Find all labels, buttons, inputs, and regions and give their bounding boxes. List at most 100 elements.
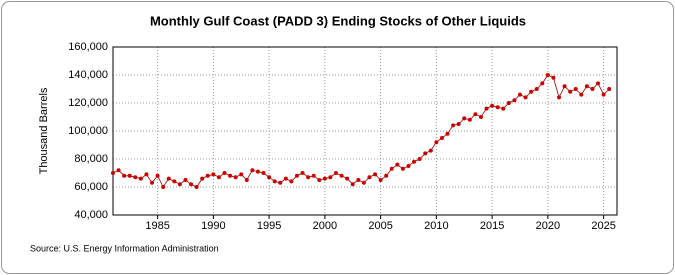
data-point	[428, 148, 433, 153]
data-point	[111, 171, 115, 175]
data-point	[590, 87, 595, 91]
data-point	[462, 116, 467, 121]
data-point	[127, 173, 132, 178]
data-point	[211, 172, 216, 177]
x-tick-label: 2025	[591, 220, 615, 232]
data-point	[568, 89, 573, 94]
data-point	[451, 123, 456, 128]
data-point	[395, 162, 400, 167]
data-point	[255, 169, 260, 174]
data-point	[166, 176, 171, 181]
data-point	[334, 171, 339, 175]
data-point	[183, 178, 188, 182]
data-point	[584, 84, 589, 89]
data-point	[384, 173, 389, 178]
data-point	[116, 168, 121, 173]
plot-border	[112, 46, 618, 216]
y-tick-label: 140,000	[68, 69, 108, 81]
y-axis-label: Thousand Barrels	[38, 87, 50, 174]
data-point	[294, 173, 299, 178]
y-tick-label: 40,000	[74, 209, 108, 221]
data-point	[506, 101, 511, 105]
data-point	[378, 178, 383, 182]
data-point	[194, 185, 199, 189]
y-tick-label: 120,000	[68, 97, 108, 109]
data-point	[434, 140, 439, 145]
data-point	[144, 172, 149, 177]
data-point	[540, 81, 545, 86]
source: Source: U.S. Energy Information Administ…	[30, 243, 219, 253]
x-tick-label: 1985	[145, 220, 169, 232]
data-point	[445, 131, 450, 136]
data-point	[484, 106, 489, 111]
data-point	[138, 176, 143, 181]
data-point	[283, 176, 288, 181]
data-point	[222, 171, 227, 175]
data-point	[373, 172, 378, 177]
data-point	[456, 122, 461, 126]
data-point	[177, 182, 182, 187]
data-point	[490, 103, 495, 108]
data-point	[423, 151, 428, 156]
data-point	[205, 173, 210, 178]
data-point	[306, 175, 311, 180]
x-tick-label: 1995	[257, 220, 281, 232]
data-point	[161, 185, 166, 189]
data-point	[534, 87, 539, 91]
data-point	[356, 178, 361, 182]
data-point	[473, 112, 478, 117]
data-point	[529, 89, 534, 94]
data-point	[289, 179, 294, 184]
data-point	[350, 182, 355, 187]
x-tick-label: 2005	[368, 220, 392, 232]
data-point	[250, 168, 255, 173]
data-point	[545, 73, 550, 77]
data-point	[562, 84, 567, 89]
data-point	[345, 176, 350, 181]
data-point	[607, 87, 612, 91]
data-point	[467, 117, 472, 122]
data-point	[478, 115, 483, 119]
data-point	[557, 95, 562, 100]
data-point	[267, 175, 272, 180]
data-point	[155, 173, 160, 178]
data-point	[417, 157, 422, 161]
data-point	[239, 172, 244, 177]
data-point	[261, 171, 266, 175]
data-point	[228, 173, 233, 178]
data-point	[317, 178, 322, 182]
data-point	[200, 176, 205, 181]
data-point	[361, 180, 366, 185]
x-tick-label: 2000	[313, 220, 337, 232]
data-point	[300, 171, 305, 175]
x-tick-label: 2010	[424, 220, 448, 232]
data-point	[367, 175, 372, 180]
data-point	[122, 173, 127, 178]
data-point	[517, 92, 522, 97]
data-point	[400, 166, 405, 171]
data-point	[150, 180, 155, 185]
data-point	[339, 173, 344, 178]
data-point	[216, 175, 221, 180]
data-point	[272, 179, 277, 184]
data-point	[512, 98, 517, 103]
data-point	[244, 178, 249, 182]
data-point	[501, 106, 506, 111]
y-tick-label: 160,000	[68, 41, 108, 53]
data-point	[551, 75, 556, 80]
data-point	[523, 95, 528, 100]
data-point	[573, 87, 578, 91]
y-tick-label: 80,000	[74, 153, 108, 165]
data-point	[311, 173, 316, 178]
y-tick-label: 60,000	[74, 181, 108, 193]
data-point	[322, 176, 327, 181]
data-point	[189, 182, 194, 187]
x-tick-label: 2015	[480, 220, 504, 232]
data-point	[439, 136, 444, 140]
data-point	[278, 180, 283, 185]
data-point	[579, 92, 584, 97]
data-point	[596, 81, 601, 86]
data-point	[495, 105, 500, 110]
